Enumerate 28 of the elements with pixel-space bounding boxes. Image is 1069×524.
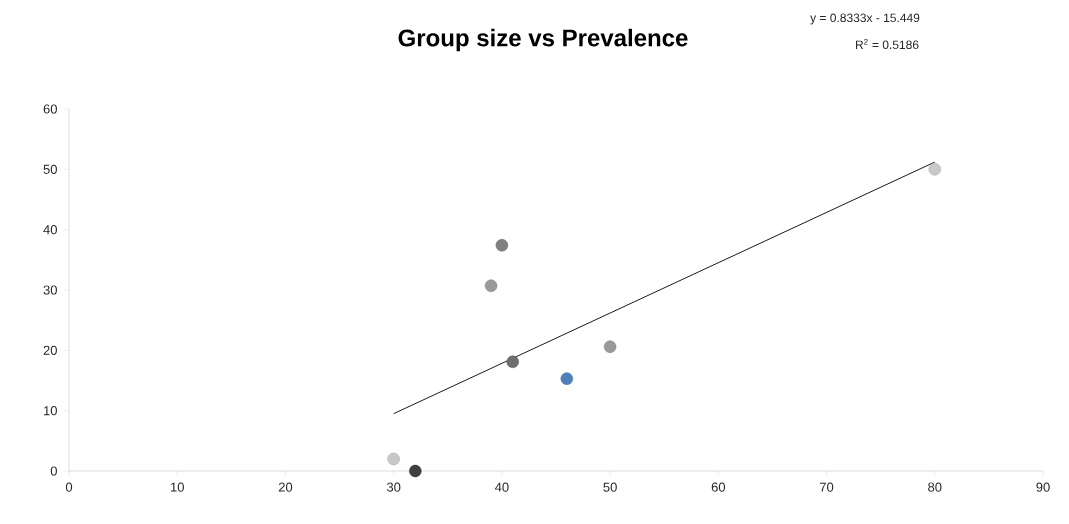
y-tick-label: 40 — [43, 225, 57, 235]
y-tick-label: 10 — [44, 406, 57, 416]
point — [484, 279, 498, 292]
text: y = 0.8333x - 15.449 — [810, 13, 920, 25]
x-tick-label: 50 — [603, 482, 617, 492]
y-tick-label: 60 — [43, 104, 57, 114]
point — [506, 355, 519, 368]
x-tick-label: 90 — [1036, 482, 1050, 492]
text: R$^{2}$ = 0.5186 — [855, 38, 919, 50]
y-tick-label: 20 — [43, 345, 57, 355]
y-tick-label: 0 — [50, 466, 57, 476]
y-tick-label: 30 — [43, 285, 57, 295]
x-tick-label: 10 — [170, 482, 184, 492]
point — [387, 452, 400, 466]
x-tick-label: 60 — [711, 482, 726, 492]
x-tick-label: 40 — [494, 482, 509, 492]
chart-title: Group size vs Prevalence — [398, 28, 688, 52]
x-tick-label: 0 — [65, 482, 73, 492]
x-tick-label: 80 — [928, 482, 942, 492]
x-tick-label: 70 — [820, 482, 834, 492]
point — [560, 372, 574, 385]
point — [409, 464, 422, 478]
x-tick-label: 20 — [278, 482, 293, 492]
point — [928, 163, 941, 176]
x-tick-label: 30 — [386, 482, 401, 492]
point — [603, 340, 617, 353]
y-tick-label: 50 — [43, 164, 57, 174]
point — [495, 239, 509, 252]
